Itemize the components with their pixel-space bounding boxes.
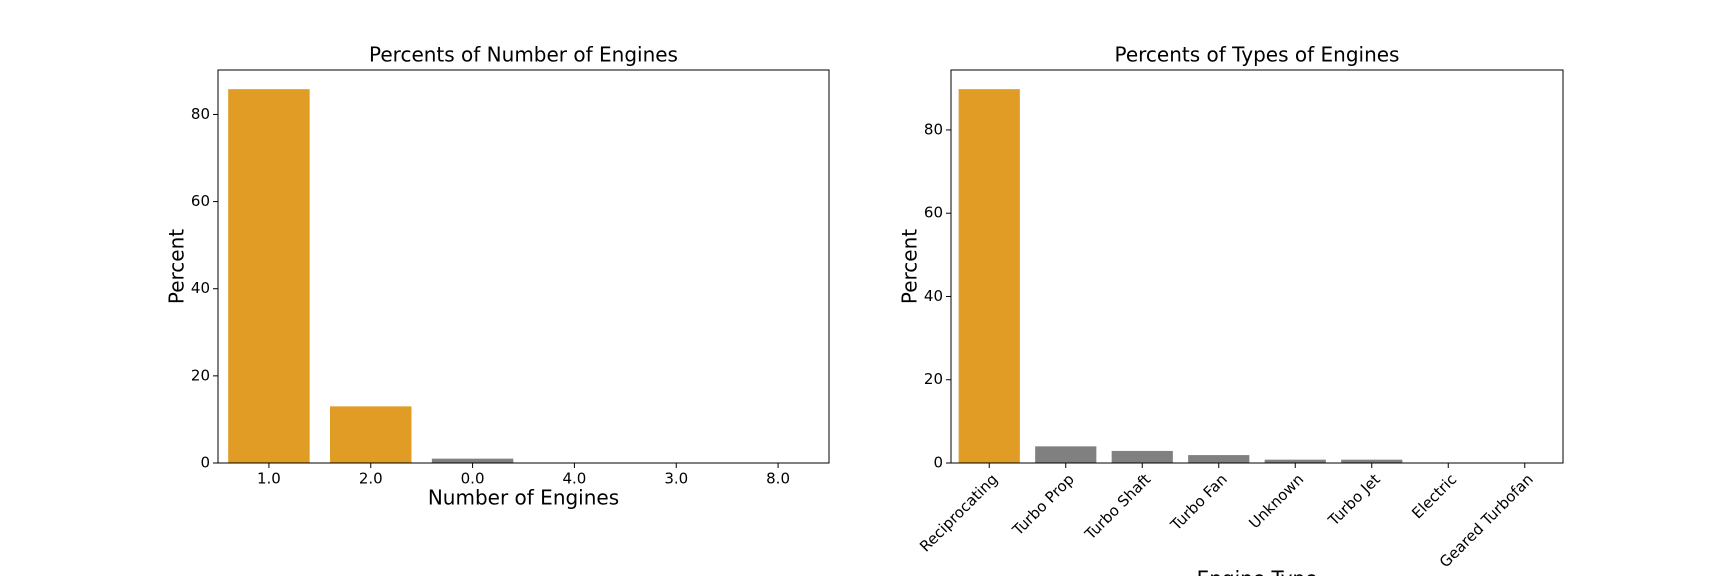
x-tick-label: 8.0 bbox=[766, 470, 790, 488]
bar bbox=[1111, 450, 1173, 463]
y-tick-label: 80 bbox=[924, 120, 943, 138]
x-tick-label: Electric bbox=[1408, 470, 1460, 522]
bar bbox=[1341, 459, 1403, 463]
bar bbox=[1264, 459, 1326, 463]
y-tick-label: 60 bbox=[924, 204, 943, 222]
y-tick-label: 80 bbox=[191, 105, 210, 123]
x-axis-label: Engine Type bbox=[1197, 567, 1318, 576]
bar bbox=[1188, 455, 1250, 463]
y-tick-label: 20 bbox=[924, 370, 943, 388]
y-tick-label: 0 bbox=[933, 454, 943, 472]
y-axis-label: Percent bbox=[165, 229, 189, 304]
bar bbox=[228, 89, 310, 464]
bar bbox=[330, 406, 412, 463]
x-tick-label: 1.0 bbox=[257, 470, 281, 488]
y-tick-label: 60 bbox=[191, 192, 210, 210]
y-tick-label: 40 bbox=[924, 287, 943, 305]
y-tick-label: 0 bbox=[200, 454, 210, 472]
x-tick-label: 0.0 bbox=[461, 470, 485, 488]
y-tick-label: 20 bbox=[191, 366, 210, 384]
x-tick-label: Unknown bbox=[1245, 470, 1307, 532]
x-tick-label: Reciprocating bbox=[916, 470, 1001, 555]
bar bbox=[958, 89, 1020, 463]
chart-title: Percents of Number of Engines bbox=[369, 43, 678, 67]
chart-title: Percents of Types of Engines bbox=[1115, 43, 1400, 67]
axes-frame bbox=[950, 69, 1564, 464]
bar bbox=[431, 458, 514, 463]
x-axis-label: Number of Engines bbox=[428, 486, 619, 510]
x-tick-label: 2.0 bbox=[359, 470, 383, 488]
y-axis-label: Percent bbox=[898, 229, 922, 304]
axes-frame bbox=[217, 69, 830, 464]
y-tick-label: 40 bbox=[191, 279, 210, 297]
x-tick-label: Turbo Fan bbox=[1166, 470, 1230, 534]
bar bbox=[1035, 446, 1097, 463]
x-tick-label: 4.0 bbox=[562, 470, 586, 488]
x-tick-label: Turbo Shaft bbox=[1081, 470, 1155, 544]
x-tick-label: 3.0 bbox=[664, 470, 688, 488]
x-tick-label: Turbo Jet bbox=[1324, 470, 1384, 530]
x-tick-label: Turbo Prop bbox=[1008, 470, 1078, 540]
